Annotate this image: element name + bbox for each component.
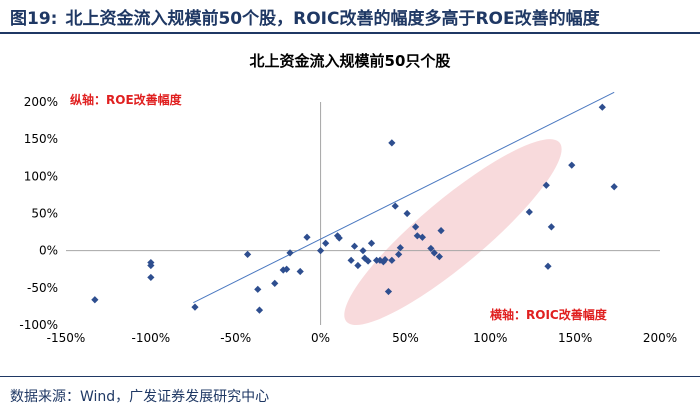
data-point [333,232,342,240]
data-point [403,209,411,218]
data-point [610,183,618,191]
y-axis-annotation: 纵轴：ROE改善幅度 [70,92,183,107]
x-tick-label: 50% [392,331,419,345]
data-point [396,244,404,252]
data-point [412,223,420,231]
data-point [598,103,606,111]
trendline [193,91,615,304]
y-tick-label: 100% [24,169,58,183]
data-point [271,279,279,287]
data-point [367,239,376,247]
data-point [384,287,393,296]
data-point [418,233,426,241]
highlight-ellipse [344,139,562,325]
data-point [568,161,576,169]
data-point [335,234,343,242]
figure-header: 图19: 北上资金流入规模前50个股，ROIC改善的幅度多高于ROE改善的幅度 [0,0,700,34]
data-point [381,255,389,264]
chart-title: 北上资金流入规模前50只个股 [250,52,452,70]
data-point [525,208,533,216]
data-point [542,181,550,189]
x-tick-label: -50% [220,331,251,345]
y-tick-label: 50% [31,207,58,221]
data-point [435,253,443,261]
x-tick-label: 200% [643,331,677,345]
data-point [147,261,155,270]
x-tick-label: 0% [311,331,330,345]
data-point [296,267,304,276]
data-point [427,244,435,253]
y-tick-label: 0% [39,244,58,258]
data-point [547,223,555,231]
data-point [303,233,311,241]
figure-title: 北上资金流入规模前50个股，ROIC改善的幅度多高于ROE改善的幅度 [65,8,600,29]
scatter-chart: 北上资金流入规模前50只个股 -150% -100% -50% 0% 50% 100% 15… [0,36,700,372]
x-tick-label: -150% [47,331,86,345]
data-point [286,249,294,257]
x-tick-label: 150% [558,331,592,345]
y-tick-label: -100% [19,318,58,332]
figure-footer: 数据来源：Wind，广发证券发展研究中心 [0,376,700,414]
data-point [413,232,421,240]
x-axis-annotation: 横轴：ROIC改善幅度 [490,307,608,322]
figure-label: 图19: [10,8,58,29]
data-point [437,226,445,235]
data-point [350,242,359,250]
data-point [316,247,325,255]
data-point [364,257,372,265]
data-point [322,239,330,247]
y-tick-label: 150% [24,132,58,146]
data-point [391,202,399,210]
data-point [255,306,264,314]
x-tick-label: 100% [473,331,507,345]
data-point [359,247,367,255]
data-point [544,262,552,270]
data-point [91,296,99,304]
data-point [283,265,291,273]
data-source: 数据来源：Wind，广发证券发展研究中心 [10,389,270,405]
data-point [191,303,199,311]
data-point [354,261,362,270]
data-point [388,139,396,147]
x-tick-label: -100% [132,331,171,345]
y-tick-label: 200% [24,95,58,109]
y-tick-label: -50% [27,281,58,295]
data-point [254,285,262,293]
data-point [430,249,438,257]
